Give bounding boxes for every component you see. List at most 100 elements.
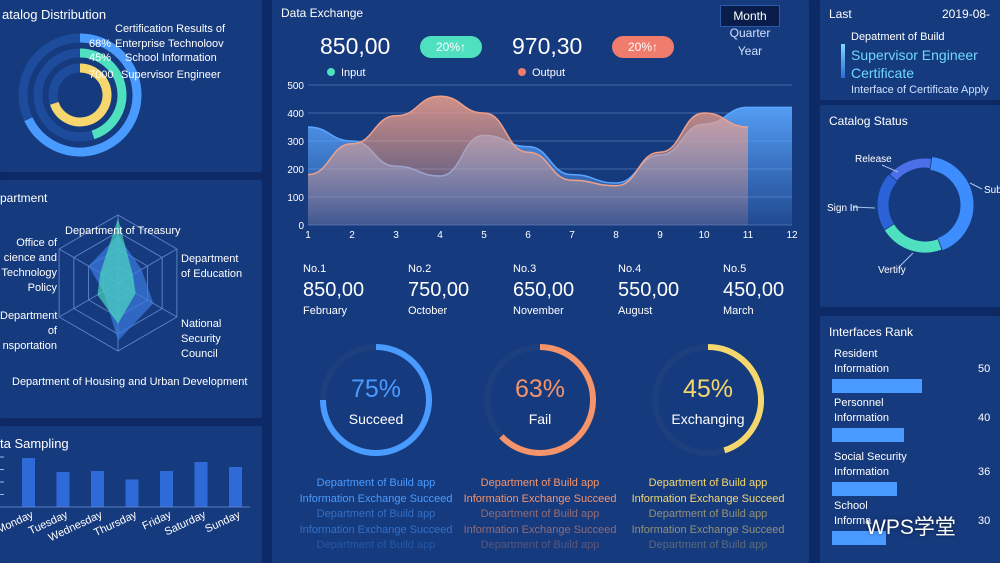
gauge-caption: Department of Build app: [648, 539, 768, 551]
department-panel: partment Department of Treasury Departme…: [0, 180, 262, 418]
period-month-button[interactable]: Month: [720, 5, 780, 27]
x-tick-label: 4: [437, 230, 443, 241]
ring-arc-1: [24, 33, 142, 157]
legend-value-3: 7000: [89, 69, 114, 81]
rank-item-label-2: Information: [834, 412, 890, 424]
y-tick-label: 300: [287, 137, 304, 148]
panel-title: partment: [0, 191, 48, 205]
gauge-caption: Department of Build app: [316, 477, 436, 489]
period-year-button[interactable]: Year: [737, 44, 763, 58]
sampling-bar-4: [125, 479, 139, 507]
rank-month: August: [618, 305, 653, 317]
line-output: [307, 95, 749, 187]
output-badge: 20%↑: [612, 36, 674, 58]
catalog-status-donut: [852, 157, 983, 267]
gauge-arc: [707, 344, 764, 454]
rank-item-value: 40: [978, 412, 991, 424]
donut-segment: [889, 158, 932, 181]
rank-month: October: [408, 305, 448, 317]
legend-value-2: 45%: [89, 52, 112, 64]
rank-item-label-1: Social Security: [834, 451, 907, 463]
gauge-percent: 45%: [682, 375, 734, 403]
x-tick-label: 8: [613, 230, 619, 241]
donut-segment: [884, 224, 942, 253]
input-badge: 20%↑: [420, 36, 482, 58]
gauge-arc: [320, 344, 432, 456]
x-tick-label: 2: [349, 230, 355, 241]
interfaces-rank-panel: Interfaces Rank Resident Information 50 Per…: [820, 316, 1000, 563]
rank-item-bar: [832, 531, 886, 545]
rank-value: 650,00: [513, 279, 575, 301]
last-date: 2019-08-: [942, 7, 991, 21]
rank-value: 850,00: [303, 279, 365, 301]
x-tick-label: 5: [481, 230, 487, 241]
rank-month: February: [303, 305, 348, 317]
ring-arc-3: [50, 63, 112, 127]
legend-output: Output: [518, 67, 565, 79]
radar-series-2: [97, 218, 136, 324]
rank-value: 550,00: [618, 279, 680, 301]
gauge-caption: Department of Build app: [316, 539, 436, 551]
sampling-bar-2: [56, 472, 70, 507]
period-quarter-button[interactable]: Quarter: [729, 26, 771, 40]
panel-title: Interfaces Rank: [829, 325, 914, 339]
radar-label-nsc: National Security Council: [181, 318, 222, 360]
gauge-caption: Information Exchange Succeed: [299, 492, 453, 505]
panel-title: Data Exchange: [281, 6, 364, 20]
gauges: [320, 344, 764, 456]
last-sub: Interface of Certificate Apply: [851, 84, 989, 96]
rank-item-bar: [832, 428, 904, 442]
x-tick-label: 9: [657, 230, 663, 241]
gauge-caption: Department of Build app: [480, 508, 600, 520]
sampling-bar-5: [160, 471, 173, 507]
department-radar: [58, 214, 178, 352]
rank-item-label-2: Information: [834, 363, 890, 375]
donut-leader: [852, 206, 876, 209]
status-label-sub: Sub: [984, 185, 1000, 196]
last-accent-bar: [841, 44, 845, 78]
rank-no: No.4: [618, 263, 642, 275]
x-tick-label: 6: [525, 230, 531, 241]
y-tick-label: 400: [287, 109, 304, 120]
x-tick-label: 1: [305, 230, 311, 241]
status-label-release: Release: [855, 154, 892, 165]
area-output: [308, 96, 748, 225]
catalog-status-panel: Catalog Status Release Sub Sign In Verti…: [820, 105, 1000, 307]
legend-label-1: Enterprise Technoloov: [115, 38, 224, 50]
y-tick-label: 100: [287, 193, 304, 204]
gauge-percent: 63%: [514, 375, 566, 403]
sampling-bar-7: [229, 467, 242, 507]
rank-no: No.3: [513, 263, 537, 275]
sampling-bar-6: [194, 462, 208, 507]
rank-item-value: 30: [978, 515, 991, 527]
gauge-label: Fail: [528, 411, 552, 427]
rank-item-bar: [832, 482, 897, 496]
ring-arc-2: [79, 48, 127, 140]
radar-label-transport: Department of nsportation: [0, 310, 58, 352]
catalog-distribution-panel: atalog Distribution Certification Result…: [0, 0, 262, 172]
x-tick-label: 7: [569, 230, 575, 241]
sampling-bar-1: [22, 458, 35, 507]
donut-segment: [877, 174, 898, 230]
data-sampling-panel: ta Sampling Monday Tuesday Wednesday Thursd…: [0, 426, 262, 563]
gauge-arc: [499, 344, 596, 456]
rank-no: No.5: [723, 263, 747, 275]
donut-leader: [899, 252, 914, 267]
sampling-bar-3: [91, 471, 104, 507]
gauge-label: Exchanging: [671, 411, 745, 427]
legend-input: Input: [327, 67, 365, 79]
gauge-caption: Information Exchange Succeed: [463, 492, 617, 505]
rank-item-label-2: Informa: [834, 515, 872, 527]
gauge-caption: Department of Build app: [480, 477, 600, 489]
rank-item-label-1: Personnel: [834, 397, 884, 409]
panel-title: ta Sampling: [0, 436, 69, 451]
gauge-caption: Information Exchange Succeed: [631, 523, 785, 536]
rank-item-label-1: School: [834, 500, 868, 512]
radar-label-education: Department of Education: [181, 253, 243, 280]
rank-month: November: [513, 305, 564, 317]
last-panel: Last 2019-08- Depatment of Build Supervi…: [820, 0, 1000, 100]
gauge-caption: Department of Build app: [648, 477, 768, 489]
x-tick-label: 3: [393, 230, 399, 241]
